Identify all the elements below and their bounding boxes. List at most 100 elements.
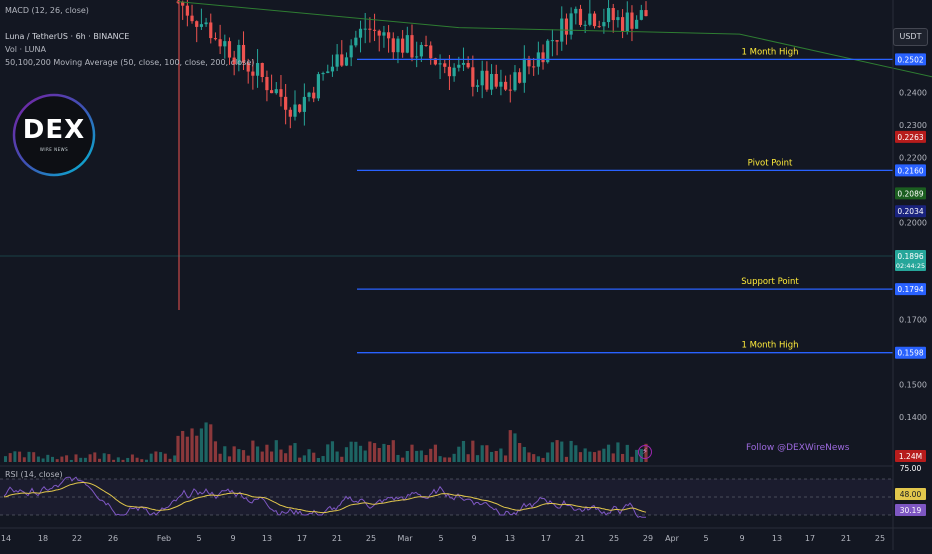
candle-body [574,8,578,14]
candle-body [457,64,461,68]
candle-body [405,35,409,53]
volume-bar [302,455,306,462]
volume-bar [508,430,512,462]
candle-body [639,10,643,20]
x-tick-label: 5 [703,534,708,543]
volume-bar [480,445,484,462]
price-tag-text: 0.2089 [897,189,923,198]
currency-button[interactable]: USDT [893,28,928,46]
volume-bar [635,449,639,462]
y-tick-label: 0.2300 [899,121,927,130]
candle-body [382,32,386,36]
volume-bar [102,453,106,462]
level-price-text: 0.1598 [897,349,923,358]
volume-bar [354,441,358,462]
volume-bar [298,457,302,462]
rsi-tag-text: 30.19 [900,506,922,515]
level-price-text: 0.2160 [897,166,923,175]
volume-bar [255,446,260,462]
volume-bar [232,446,236,462]
level-label: Pivot Point [748,158,793,168]
candle-body [419,44,423,57]
candle-body [232,57,236,65]
volume-bar [32,452,36,462]
price-tag-text: 0.2263 [897,133,923,142]
volume-bar [560,441,564,462]
candle-body [588,13,592,25]
candle-body [288,109,292,117]
volume-bar [550,442,554,462]
volume-bar [513,433,517,462]
macd-legend: MACD (12, 26, close) [5,6,89,15]
volume-bar [274,440,278,462]
x-tick-label: 13 [262,534,272,543]
candle-body [284,96,288,110]
candle-body [508,89,512,91]
volume-bar [330,441,335,462]
x-tick-label: Feb [157,534,171,543]
volume-bar [415,450,419,462]
x-tick-label: 18 [38,534,48,543]
volume-bar [4,456,7,462]
moving-average-legend: 50,100,200 Moving Average (50, close, 10… [5,58,255,67]
volume-bar [387,445,391,462]
x-tick-label: 14 [1,534,11,543]
candle-body [190,15,194,22]
price-tag-text: 0.1896 [897,252,923,261]
volume-bar [8,453,12,462]
candle-body [489,74,494,90]
volume-bar [494,450,498,462]
candle-body [499,81,503,87]
level-price-text: 0.2502 [897,55,923,64]
candle-body [312,92,316,99]
candle-body [354,37,358,46]
volume-bar [466,454,470,462]
volume-bar [522,446,526,462]
candle-body [625,12,629,32]
x-tick-label: 9 [230,534,235,543]
rsi-tag [895,504,926,516]
candle-body [471,67,475,87]
candle-body [494,74,498,87]
volume-bar [246,455,250,462]
candle-body [372,29,377,31]
volume-bar [546,452,550,462]
volume-bar [606,444,611,462]
y-tick-label: 0.2200 [899,153,927,162]
level-label: Support Point [741,277,799,287]
lightning-icon[interactable]: ⚡ [638,445,652,459]
volume-bar [288,445,292,462]
volume-bar [107,454,111,462]
level-price-tag [895,346,926,359]
price-tag [895,205,926,218]
volume-bar [518,442,522,462]
candle-body [611,8,615,21]
price-tag [895,187,926,200]
volume-bar [326,444,330,462]
volume-bar [621,453,625,462]
rsi-tag-text: 48.00 [900,490,922,499]
level-label: 1 Month High [742,341,799,351]
volume-bar [145,459,148,462]
rsi-ma-line [3,482,647,514]
volume-bar [321,456,325,462]
candle-body [602,22,606,27]
candle-body [550,40,554,42]
x-tick-label: 9 [471,534,476,543]
candle-body [246,62,250,72]
candle-body [616,17,620,21]
countdown-text: 02:44:25 [896,262,925,270]
volume-bar [396,454,400,462]
rsi-tag [895,488,926,500]
volume-bar [112,459,116,462]
candle-body [443,63,447,67]
y-tick-label: 0.2400 [899,88,927,97]
volume-bar [149,453,153,462]
candle-body [527,58,531,67]
y-tick-label: 0.2000 [899,218,927,227]
volume-bar [597,450,601,462]
volume-bar [116,457,120,462]
x-tick-label: 5 [196,534,201,543]
volume-bar [270,451,274,462]
